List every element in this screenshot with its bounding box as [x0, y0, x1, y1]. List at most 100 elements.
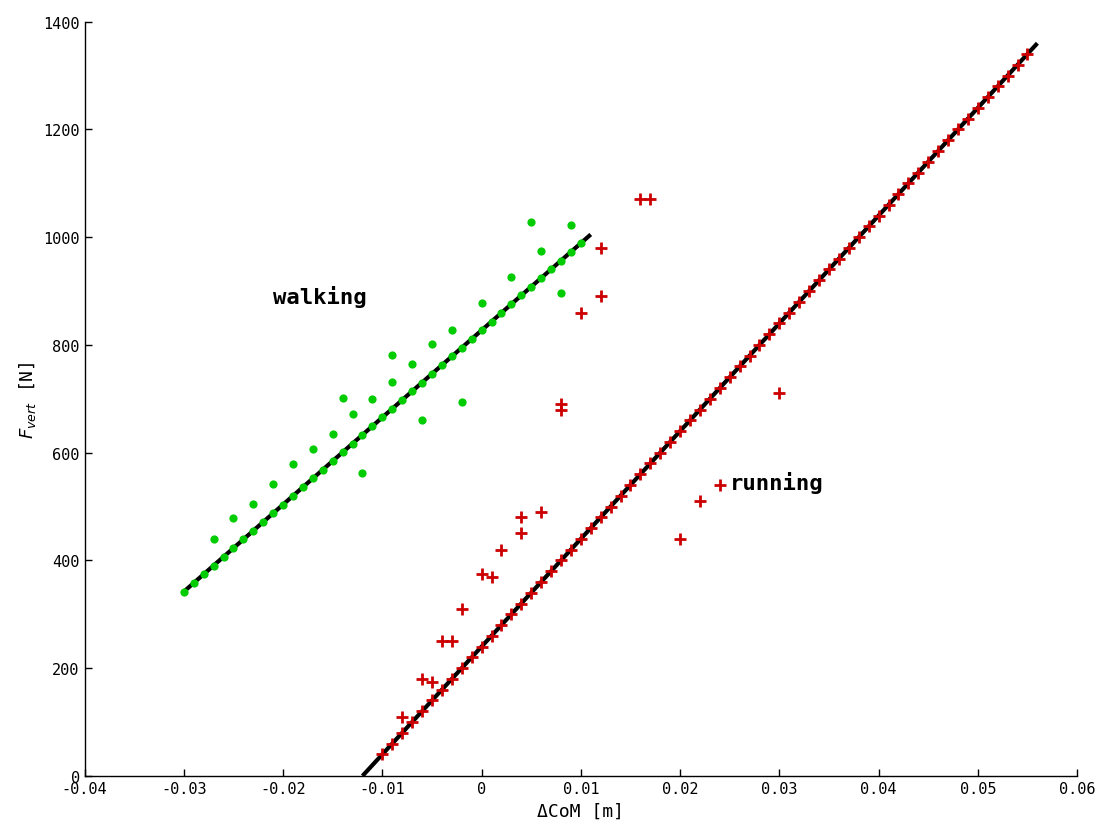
X-axis label: ΔCoM [m]: ΔCoM [m] [537, 802, 624, 819]
Point [622, 479, 639, 492]
Point [562, 543, 579, 557]
Point [513, 289, 530, 303]
Point [433, 359, 450, 372]
Point [582, 522, 599, 535]
Point [880, 199, 897, 212]
Point [543, 565, 560, 579]
Point [255, 516, 272, 529]
Point [572, 307, 589, 320]
Point [433, 683, 450, 696]
Point [414, 672, 431, 686]
Point [414, 414, 431, 427]
Point [344, 437, 361, 451]
Point [225, 542, 242, 555]
Point [850, 232, 867, 245]
Point [533, 575, 550, 589]
Point [275, 498, 292, 512]
Point [304, 472, 321, 486]
Point [949, 124, 966, 137]
Point [781, 307, 798, 320]
Point [552, 255, 569, 268]
Point [414, 376, 431, 390]
Point [384, 403, 401, 416]
Point [423, 338, 440, 351]
Point [235, 533, 252, 547]
Y-axis label: $F_{vert}$ [N]: $F_{vert}$ [N] [17, 360, 38, 438]
Point [741, 349, 758, 363]
Point [483, 315, 500, 329]
Point [652, 446, 669, 460]
Point [771, 387, 788, 400]
Point [493, 619, 510, 632]
Point [473, 640, 490, 654]
Point [523, 217, 540, 230]
Point [414, 705, 431, 718]
Point [592, 290, 609, 303]
Point [384, 349, 401, 362]
Point [562, 219, 579, 232]
Point [672, 425, 689, 438]
Text: running: running [729, 472, 823, 494]
Point [533, 245, 550, 258]
Point [513, 511, 530, 524]
Point [632, 468, 649, 482]
Point [433, 635, 450, 648]
Point [423, 694, 440, 707]
Point [513, 528, 530, 541]
Point [612, 490, 629, 503]
Point [493, 543, 510, 557]
Point [195, 568, 212, 581]
Point [523, 586, 540, 599]
Point [989, 80, 1006, 94]
Point [711, 479, 728, 492]
Point [543, 263, 560, 277]
Point [701, 393, 718, 406]
Point [384, 375, 401, 389]
Point [225, 512, 242, 526]
Point [830, 252, 847, 266]
Point [453, 603, 470, 616]
Point [314, 463, 331, 477]
Point [354, 429, 371, 442]
Point [453, 661, 470, 675]
Point [364, 393, 381, 406]
Point [423, 675, 440, 689]
Point [890, 188, 907, 201]
Point [572, 237, 589, 251]
Point [552, 398, 569, 411]
Point [602, 500, 619, 513]
Point [473, 298, 490, 311]
Point [910, 166, 927, 180]
Point [691, 495, 708, 508]
Point [691, 404, 708, 417]
Point [731, 360, 748, 374]
Point [503, 608, 520, 621]
Point [394, 710, 411, 723]
Point [900, 177, 917, 191]
Point [870, 210, 887, 223]
Point [682, 414, 699, 427]
Point [751, 339, 768, 352]
Point [483, 570, 500, 584]
Point [205, 559, 222, 573]
Point [374, 747, 391, 761]
Point [959, 113, 976, 126]
Point [324, 455, 341, 468]
Point [324, 428, 341, 441]
Point [552, 554, 569, 568]
Point [662, 436, 679, 449]
Point [215, 550, 232, 563]
Point [493, 307, 510, 320]
Point [513, 597, 530, 610]
Point [294, 481, 311, 494]
Point [503, 271, 520, 284]
Point [642, 193, 659, 206]
Point [1009, 59, 1026, 73]
Point [562, 246, 579, 259]
Point [721, 371, 738, 385]
Point [404, 359, 421, 372]
Point [453, 342, 470, 355]
Point [771, 318, 788, 331]
Point [423, 368, 440, 381]
Point [404, 716, 421, 729]
